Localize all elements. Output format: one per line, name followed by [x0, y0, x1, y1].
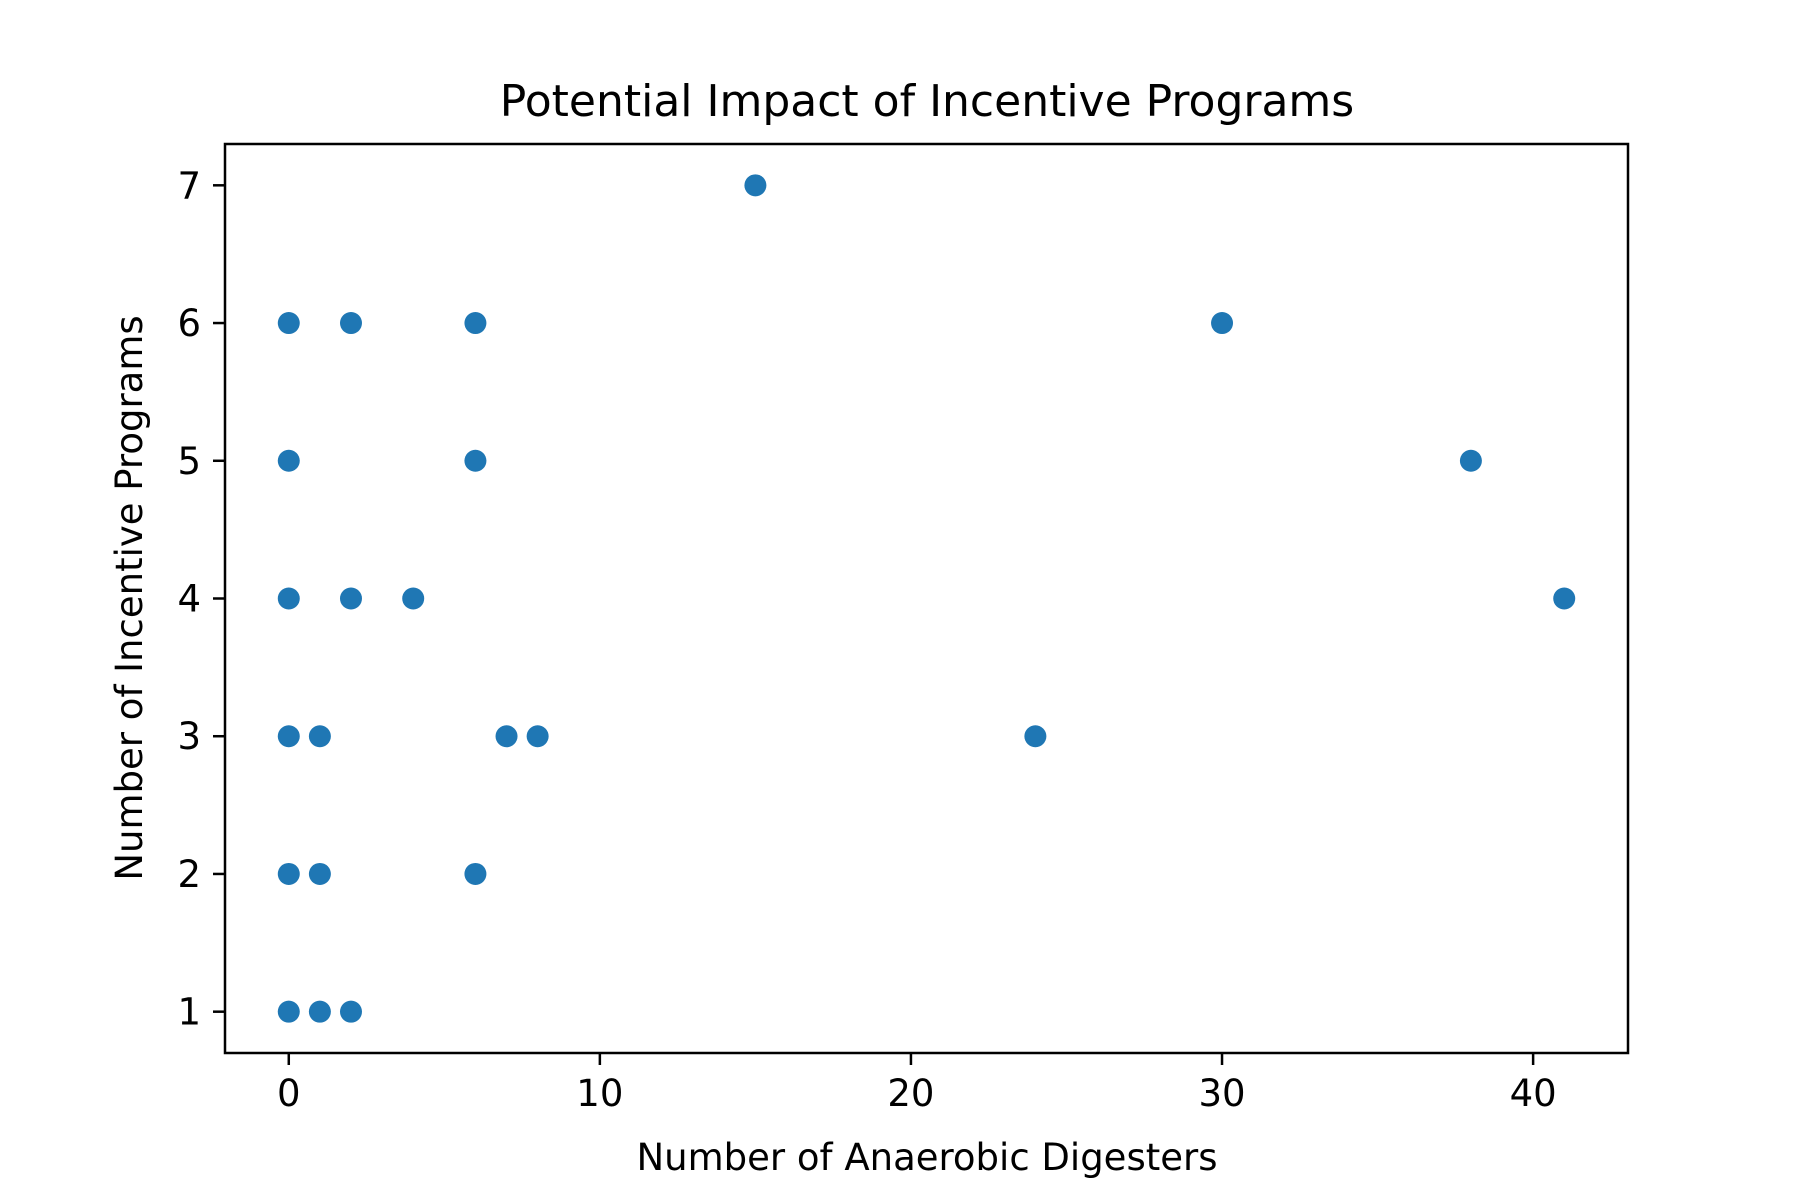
y-tick-label: 2 [177, 853, 201, 896]
data-point [526, 725, 549, 748]
y-axis-ticks: 1 2 3 4 5 6 7 [177, 164, 225, 1034]
x-axis-label: Number of Anaerobic Digesters [637, 1136, 1218, 1179]
data-point [464, 449, 487, 472]
y-tick-label: 7 [177, 164, 201, 207]
y-tick-label: 4 [177, 578, 201, 621]
x-tick-label: 20 [887, 1072, 934, 1115]
data-point [277, 862, 300, 885]
data-point [1211, 312, 1234, 335]
y-tick-label: 3 [177, 715, 201, 758]
y-axis-label: Number of Incentive Programs [108, 315, 151, 880]
data-point [277, 449, 300, 472]
x-axis-ticks: 0 10 20 30 40 [277, 1053, 1557, 1115]
data-point [339, 1000, 362, 1023]
axes-frame [223, 142, 1630, 1055]
data-point [277, 587, 300, 610]
data-point [402, 587, 425, 610]
data-point [277, 312, 300, 335]
data-point [1553, 587, 1576, 610]
data-point [308, 725, 331, 748]
data-point [277, 1000, 300, 1023]
x-tick-label: 30 [1198, 1072, 1245, 1115]
data-point [277, 725, 300, 748]
data-point [464, 862, 487, 885]
y-tick-label: 6 [177, 302, 201, 345]
data-point [308, 1000, 331, 1023]
data-point [464, 312, 487, 335]
x-tick-label: 40 [1510, 1072, 1557, 1115]
x-tick-label: 0 [277, 1072, 301, 1115]
data-point [308, 862, 331, 885]
data-point [1024, 725, 1047, 748]
x-tick-label: 10 [576, 1072, 623, 1115]
plot-points [277, 174, 1576, 1023]
data-point [339, 587, 362, 610]
data-point [744, 174, 767, 197]
data-point [1459, 449, 1482, 472]
y-tick-label: 1 [177, 991, 201, 1034]
chart-title: Potential Impact of Incentive Programs [500, 76, 1354, 127]
data-point [495, 725, 518, 748]
y-tick-label: 5 [177, 440, 201, 483]
data-point [339, 312, 362, 335]
